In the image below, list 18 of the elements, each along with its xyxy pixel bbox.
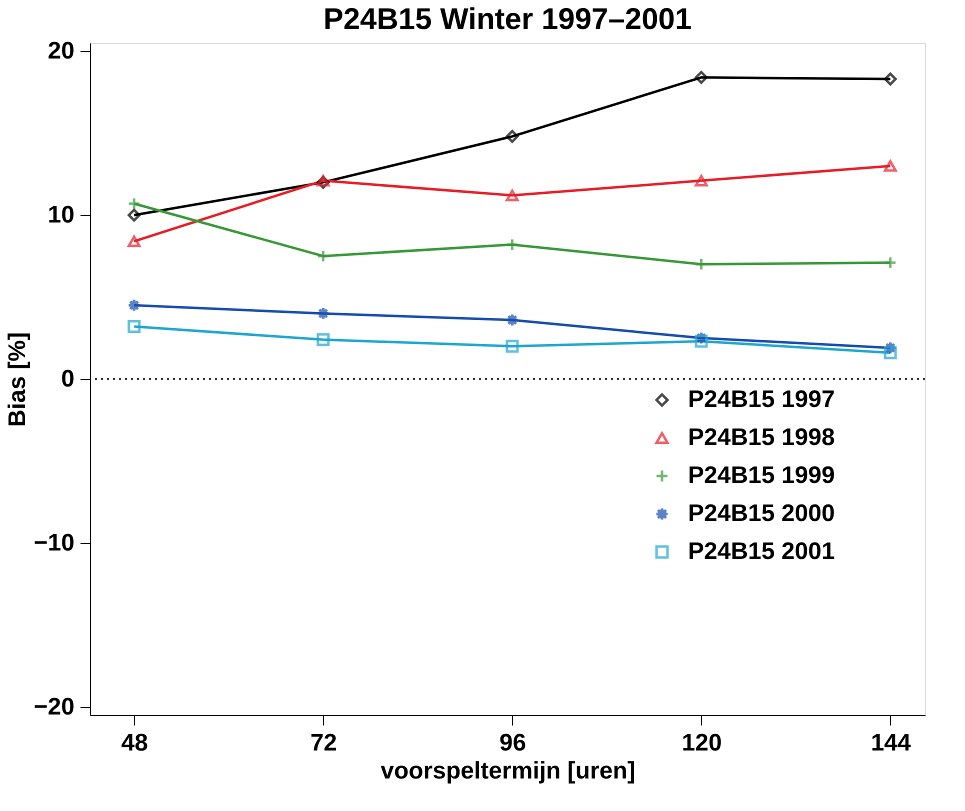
y-tick-label: −10: [34, 529, 74, 556]
x-tick-label: 144: [870, 730, 912, 756]
x-tick-label: 120: [682, 730, 722, 756]
legend-label: P24B15 1999: [688, 462, 835, 489]
x-axis-title: voorspeltermijn [uren]: [380, 758, 636, 784]
x-tick-label: 72: [310, 730, 338, 756]
y-tick-label: −20: [34, 693, 74, 720]
y-tick-label: 0: [61, 366, 74, 392]
y-axis-title: Bias [%]: [4, 332, 31, 427]
chart-title: P24B15 Winter 1997–2001: [323, 3, 692, 36]
legend-label: P24B15 1997: [688, 386, 835, 413]
legend-label: P24B15 2000: [688, 500, 835, 527]
legend-label: P24B15 1998: [688, 424, 835, 451]
y-tick-label: 10: [48, 202, 74, 229]
y-tick-label: 20: [48, 38, 74, 65]
x-tick-label: 48: [121, 730, 148, 756]
x-tick-label: 96: [499, 730, 526, 756]
legend-label: P24B15 2001: [688, 538, 835, 565]
